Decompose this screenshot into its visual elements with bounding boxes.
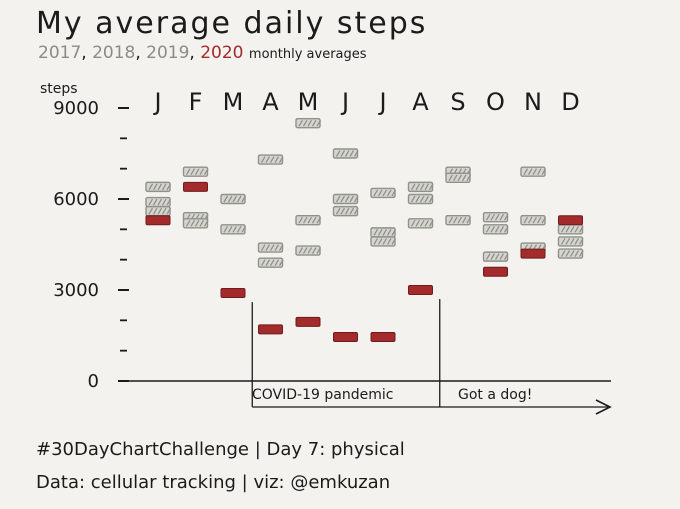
prior-year-mark xyxy=(145,196,172,208)
prior-year-mark xyxy=(220,193,247,205)
prior-year-mark xyxy=(370,187,397,199)
prior-year-mark xyxy=(295,117,322,129)
footer-line-2: Data: cellular tracking | viz: @emkuzan xyxy=(36,472,390,493)
mark-2020 xyxy=(408,285,433,295)
prior-years-marks xyxy=(145,117,584,268)
y-tick-label: 3000 xyxy=(53,280,99,301)
month-label: D xyxy=(561,88,579,116)
prior-year-mark xyxy=(482,251,509,262)
month-label: N xyxy=(524,88,542,116)
mark-2020 xyxy=(258,324,283,335)
prior-year-mark xyxy=(257,154,284,165)
prior-year-mark xyxy=(520,166,547,177)
prior-year-mark xyxy=(257,242,284,253)
footer-line-1: #30DayChartChallenge | Day 7: physical xyxy=(36,439,405,460)
prior-year-mark xyxy=(445,172,472,183)
mark-2020 xyxy=(520,248,546,259)
month-label: M xyxy=(298,88,319,116)
prior-year-mark xyxy=(557,236,584,247)
prior-year-mark xyxy=(332,205,359,217)
chart-title: My average daily steps xyxy=(36,6,427,41)
prior-year-mark xyxy=(145,205,172,217)
chart-subtitle: 2017, 2018, 2019, 2020 monthly averages xyxy=(38,43,367,63)
annotation-lines xyxy=(251,299,612,415)
prior-year-mark xyxy=(407,193,434,205)
prior-year-mark xyxy=(182,166,209,177)
month-label: A xyxy=(412,88,429,116)
mark-2020 xyxy=(333,332,358,343)
month-label: A xyxy=(262,88,279,116)
y-axis-label: steps xyxy=(40,81,78,97)
annotation-dog: Got a dog! xyxy=(458,387,532,403)
subtitle-year-2019: 2019 xyxy=(146,43,189,63)
prior-year-mark xyxy=(370,236,397,247)
series-2020-marks xyxy=(145,181,583,343)
prior-year-mark xyxy=(295,215,322,226)
y-tick-label: 6000 xyxy=(53,189,99,210)
month-label: J xyxy=(340,88,349,116)
mark-2020 xyxy=(370,332,396,343)
prior-year-mark xyxy=(332,148,359,159)
prior-year-mark xyxy=(370,227,397,238)
mark-2020 xyxy=(145,215,171,226)
mark-2020 xyxy=(220,288,246,299)
subtitle-year-2018: 2018 xyxy=(92,43,135,63)
subtitle-year-2020: 2020 xyxy=(200,43,243,63)
month-label: O xyxy=(486,88,505,116)
month-label: J xyxy=(152,88,161,116)
month-label: J xyxy=(377,88,386,116)
prior-year-mark xyxy=(557,224,584,235)
y-axis: 0 3000 6000 9000 xyxy=(53,98,129,392)
month-label: M xyxy=(223,88,244,116)
subtitle-suffix: monthly averages xyxy=(249,47,367,62)
month-label: S xyxy=(450,88,465,116)
timeline-arrowhead xyxy=(595,399,612,415)
month-label: F xyxy=(189,88,203,116)
prior-year-mark xyxy=(482,224,509,235)
svg-text:2017, 2018, 2019, 2020 monthly: 2017, 2018, 2019, 2020 monthly averages xyxy=(38,43,367,63)
prior-year-mark xyxy=(220,224,247,235)
mark-2020 xyxy=(183,181,208,192)
y-tick-label: 9000 xyxy=(53,98,99,119)
y-tick-label: 0 xyxy=(88,371,99,392)
prior-year-mark xyxy=(295,245,322,256)
prior-year-mark xyxy=(257,257,284,268)
prior-year-mark xyxy=(407,181,434,193)
prior-year-mark xyxy=(520,215,547,226)
annotation-covid: COVID-19 pandemic xyxy=(252,387,393,403)
subtitle-year-2017: 2017 xyxy=(38,43,81,63)
prior-year-mark xyxy=(407,218,434,229)
prior-year-mark xyxy=(445,215,472,226)
prior-year-mark xyxy=(145,181,172,193)
prior-year-mark xyxy=(482,211,509,223)
prior-year-mark xyxy=(332,193,359,205)
mark-2020 xyxy=(483,266,508,277)
mark-2020 xyxy=(558,215,583,226)
prior-year-mark xyxy=(182,218,209,229)
mark-2020 xyxy=(295,316,321,327)
prior-year-mark xyxy=(557,248,584,259)
